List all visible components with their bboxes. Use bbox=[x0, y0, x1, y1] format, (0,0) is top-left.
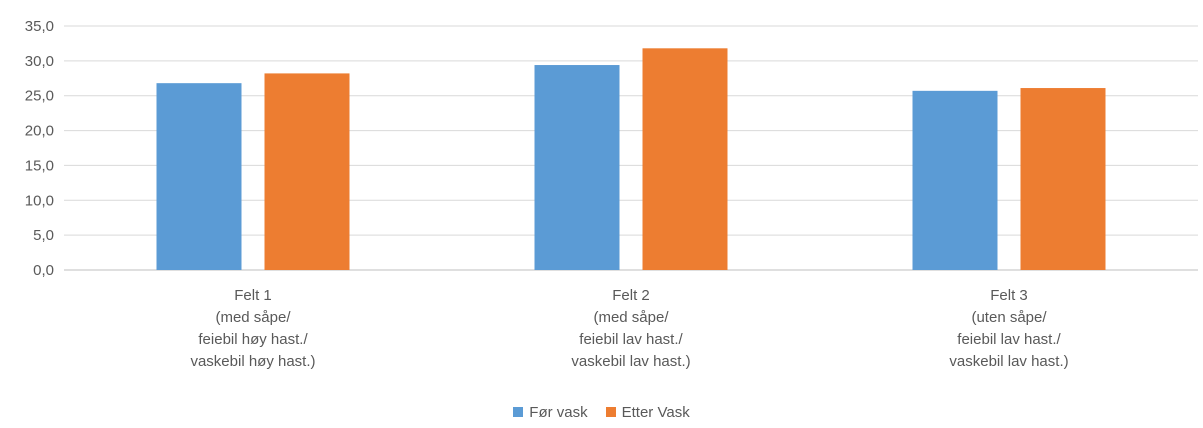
bar-series-2 bbox=[264, 73, 350, 270]
category-label-line: Felt 1 bbox=[234, 287, 272, 304]
bars bbox=[156, 48, 1106, 271]
category-label-line: Felt 3 bbox=[990, 287, 1028, 304]
bar-series-1 bbox=[912, 90, 998, 270]
bar-series-1 bbox=[156, 83, 242, 270]
category-label-line: (uten såpe/ bbox=[971, 309, 1047, 326]
y-tick-label: 20,0 bbox=[25, 123, 54, 140]
gridlines bbox=[64, 25, 1198, 271]
bar-series-2 bbox=[642, 48, 728, 271]
legend-swatch-series-2 bbox=[605, 407, 616, 417]
category-label: Felt 1 (med såpe/feiebil høy hast./ vaskeb… bbox=[190, 287, 315, 370]
category-label: Felt 2 (med såpe/feiebil lav hast./ vaskeb… bbox=[571, 287, 690, 370]
category-label-line: feiebil høy hast./ bbox=[198, 331, 308, 348]
legend-label-series-2: Etter Vask bbox=[621, 403, 690, 421]
category-label-line: vaskebil lav hast.) bbox=[571, 353, 690, 370]
category-label-line: feiebil lav hast./ bbox=[957, 331, 1061, 348]
bar-chart: 0,0 5,0 10,0 15,0 20,0 25,0 30,0 35,0 Felt 1 (me… bbox=[25, 18, 1198, 370]
y-tick-label: 0,0 bbox=[33, 262, 54, 279]
legend: Før vask Etter Vask bbox=[0, 400, 1203, 424]
y-tick-label: 35,0 bbox=[25, 18, 54, 35]
y-tick-label: 10,0 bbox=[25, 192, 54, 209]
legend-item-series-1: Før vask bbox=[513, 403, 588, 421]
legend-label-series-1: Før vask bbox=[529, 403, 588, 421]
y-axis-tick-labels: 0,0 5,0 10,0 15,0 20,0 25,0 30,0 35,0 bbox=[25, 18, 54, 279]
category-label-line: (med såpe/ bbox=[593, 309, 669, 326]
bar-series-1 bbox=[534, 65, 620, 270]
category-label-line: vaskebil høy hast.) bbox=[190, 353, 315, 370]
category-label-line: vaskebil lav hast.) bbox=[949, 353, 1068, 370]
y-tick-label: 15,0 bbox=[25, 157, 54, 174]
x-axis-category-labels: Felt 1 (med såpe/feiebil høy hast./ vaskeb… bbox=[190, 287, 1068, 370]
y-tick-label: 30,0 bbox=[25, 53, 54, 70]
category-label-line: feiebil lav hast./ bbox=[579, 331, 683, 348]
category-label-line: Felt 2 bbox=[612, 287, 650, 304]
y-tick-label: 25,0 bbox=[25, 88, 54, 105]
category-label-line: (med såpe/ bbox=[215, 309, 291, 326]
category-label: Felt 3 (uten såpe/feiebil lav hast./ vaske… bbox=[949, 287, 1068, 370]
legend-item-series-2: Etter Vask bbox=[605, 403, 690, 421]
bar-series-2 bbox=[1020, 88, 1106, 270]
y-tick-label: 5,0 bbox=[33, 227, 54, 244]
legend-swatch-series-1 bbox=[513, 407, 524, 417]
